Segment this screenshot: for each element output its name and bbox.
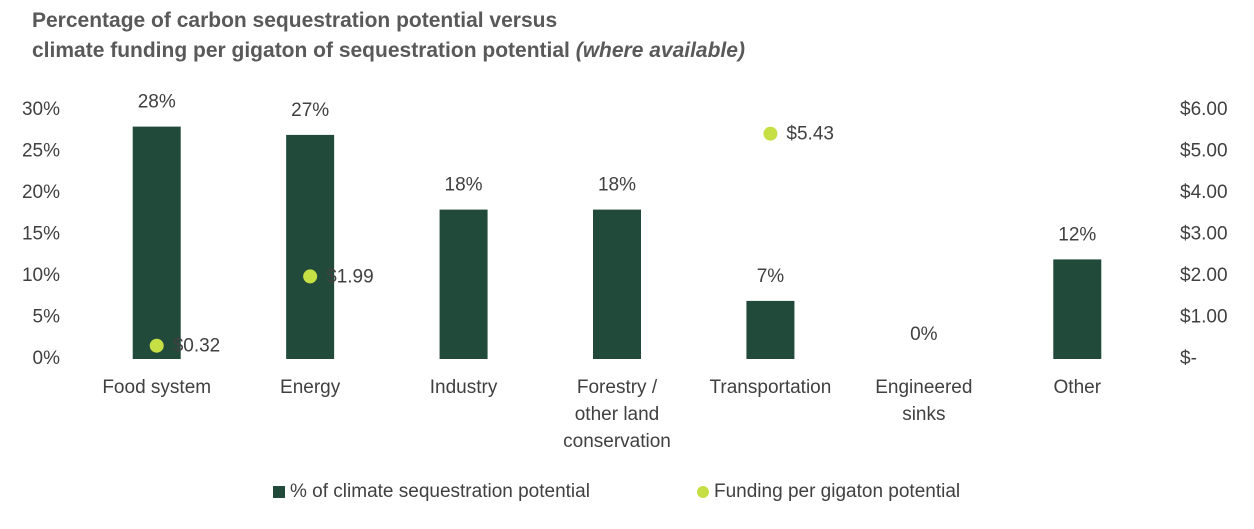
bar bbox=[746, 300, 795, 359]
chart-title-note: (where available) bbox=[576, 39, 745, 62]
data-label: $5.43 bbox=[786, 124, 834, 145]
x-tick-label-line: Food system bbox=[102, 377, 211, 398]
y-tick-label: 25% bbox=[22, 141, 60, 162]
y2-tick-label: $6.00 bbox=[1180, 99, 1228, 120]
data-label: 18% bbox=[598, 175, 636, 196]
y2-tick-label: $4.00 bbox=[1180, 182, 1228, 203]
y2-tick-label: $2.00 bbox=[1180, 265, 1228, 286]
y2-tick-label: $5.00 bbox=[1180, 141, 1228, 162]
bar bbox=[593, 209, 641, 359]
x-tick-label-line: other land bbox=[575, 404, 660, 425]
y-tick-label: 20% bbox=[22, 182, 60, 203]
x-tick-label: Other bbox=[1054, 377, 1102, 398]
x-tick-label: Food system bbox=[102, 377, 211, 398]
y-tick-label: 15% bbox=[22, 224, 60, 245]
y2-tick-label: $- bbox=[1180, 348, 1197, 369]
x-tick-label: Transportation bbox=[710, 377, 832, 398]
y-tick-label: 10% bbox=[22, 265, 60, 286]
chart-title-line: climate funding per gigaton of sequestra… bbox=[32, 39, 745, 62]
data-label: 27% bbox=[291, 100, 329, 121]
bar bbox=[286, 134, 335, 359]
data-label: 18% bbox=[445, 175, 483, 196]
x-tick-label-line: sinks bbox=[902, 404, 945, 425]
x-tick-label-line: Forestry / bbox=[577, 377, 658, 398]
x-tick-label: Forestry / other land conservation bbox=[563, 377, 671, 452]
chart-title-line: Percentage of carbon sequestration poten… bbox=[32, 9, 557, 32]
bar bbox=[132, 126, 181, 359]
x-tick-label: Energy bbox=[280, 377, 341, 398]
legend-label: Funding per gigaton potential bbox=[714, 481, 960, 502]
legend-swatch bbox=[273, 486, 285, 498]
y-tick-label: 5% bbox=[33, 307, 61, 328]
bar bbox=[1053, 259, 1102, 359]
x-tick-label-line: Engineered bbox=[875, 377, 972, 398]
data-label: 28% bbox=[138, 92, 176, 113]
y2-tick-label: $3.00 bbox=[1180, 224, 1228, 245]
legend-swatch bbox=[697, 486, 709, 498]
point bbox=[303, 269, 318, 284]
data-label: $0.32 bbox=[173, 336, 221, 357]
point bbox=[149, 338, 164, 353]
data-label: 7% bbox=[757, 266, 785, 287]
y-tick-label: 30% bbox=[22, 99, 60, 120]
x-tick-label: Engineered sinks bbox=[875, 377, 972, 425]
x-tick-label-line: conservation bbox=[563, 431, 671, 452]
data-label: $1.99 bbox=[326, 266, 374, 287]
chart-title-text: climate funding per gigaton of sequestra… bbox=[32, 39, 570, 62]
point bbox=[763, 126, 778, 141]
bar bbox=[439, 209, 488, 359]
x-tick-label-line: Energy bbox=[280, 377, 341, 398]
x-tick-label-line: Other bbox=[1054, 377, 1102, 398]
y-tick-label: 0% bbox=[33, 348, 61, 369]
x-tick-label-line: Industry bbox=[430, 377, 498, 398]
data-label: 12% bbox=[1058, 224, 1096, 245]
legend-label: % of climate sequestration potential bbox=[290, 481, 590, 502]
y2-tick-label: $1.00 bbox=[1180, 307, 1228, 328]
data-label: 0% bbox=[910, 324, 938, 345]
x-tick-label: Industry bbox=[430, 377, 498, 398]
x-tick-label-line: Transportation bbox=[710, 377, 832, 398]
